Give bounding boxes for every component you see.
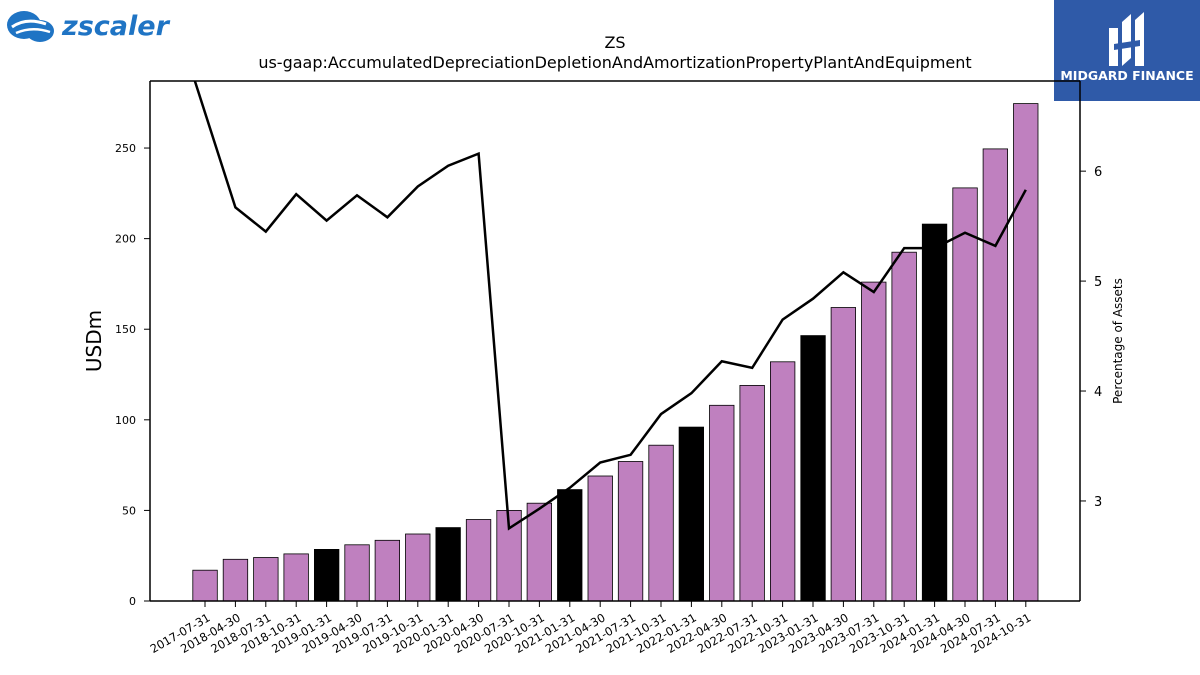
bar bbox=[283, 553, 309, 602]
zscaler-logo-text: zscaler bbox=[61, 11, 171, 42]
y2-axis-label: Percentage of Assets bbox=[1111, 278, 1125, 404]
bar bbox=[770, 361, 796, 602]
bar bbox=[526, 502, 552, 602]
y-tick-label: 50 bbox=[122, 504, 136, 517]
y-tick-label: 100 bbox=[115, 414, 136, 427]
bar bbox=[557, 489, 583, 602]
y2-tick-label: 3 bbox=[1094, 495, 1102, 510]
bar bbox=[1013, 103, 1039, 602]
bar bbox=[648, 444, 674, 602]
bar bbox=[739, 384, 765, 602]
bar bbox=[709, 404, 735, 602]
bar bbox=[222, 558, 249, 602]
bar bbox=[617, 461, 644, 602]
bar bbox=[344, 544, 370, 602]
y-tick-label: 200 bbox=[115, 233, 136, 246]
bar bbox=[830, 307, 856, 602]
y2-tick-label: 4 bbox=[1094, 385, 1102, 400]
bar bbox=[800, 335, 826, 602]
bar bbox=[982, 148, 1008, 602]
bar bbox=[861, 281, 887, 602]
bar bbox=[952, 187, 978, 602]
y2-tick-label: 5 bbox=[1094, 275, 1102, 290]
plot-area: 05010015020025034562017-07-312018-04-302… bbox=[115, 80, 1102, 656]
bar bbox=[192, 569, 218, 602]
bar bbox=[405, 533, 431, 602]
y-tick-label: 0 bbox=[129, 595, 136, 608]
zscaler-logo: zscaler bbox=[4, 4, 184, 46]
chart-subtitle: us-gaap:AccumulatedDepreciationDepletion… bbox=[258, 53, 971, 72]
y-tick-label: 150 bbox=[115, 323, 136, 336]
line-series-percentage-of-assets bbox=[193, 81, 1027, 531]
bar bbox=[374, 539, 401, 602]
midgard-finance-logo: MIDGARD FINANCE bbox=[1054, 0, 1200, 101]
bar bbox=[253, 557, 279, 602]
y-axis-label: USDm bbox=[82, 310, 106, 372]
bar bbox=[587, 475, 613, 602]
bar bbox=[465, 519, 492, 602]
bar bbox=[891, 251, 917, 602]
bar bbox=[921, 223, 948, 602]
y2-tick-label: 6 bbox=[1094, 165, 1102, 180]
bar bbox=[678, 426, 704, 602]
y-tick-label: 250 bbox=[115, 142, 136, 155]
bar bbox=[313, 549, 340, 602]
midgard-logo-text: MIDGARD FINANCE bbox=[1060, 68, 1193, 83]
bar bbox=[435, 527, 461, 602]
chart-title: ZS bbox=[604, 33, 625, 52]
